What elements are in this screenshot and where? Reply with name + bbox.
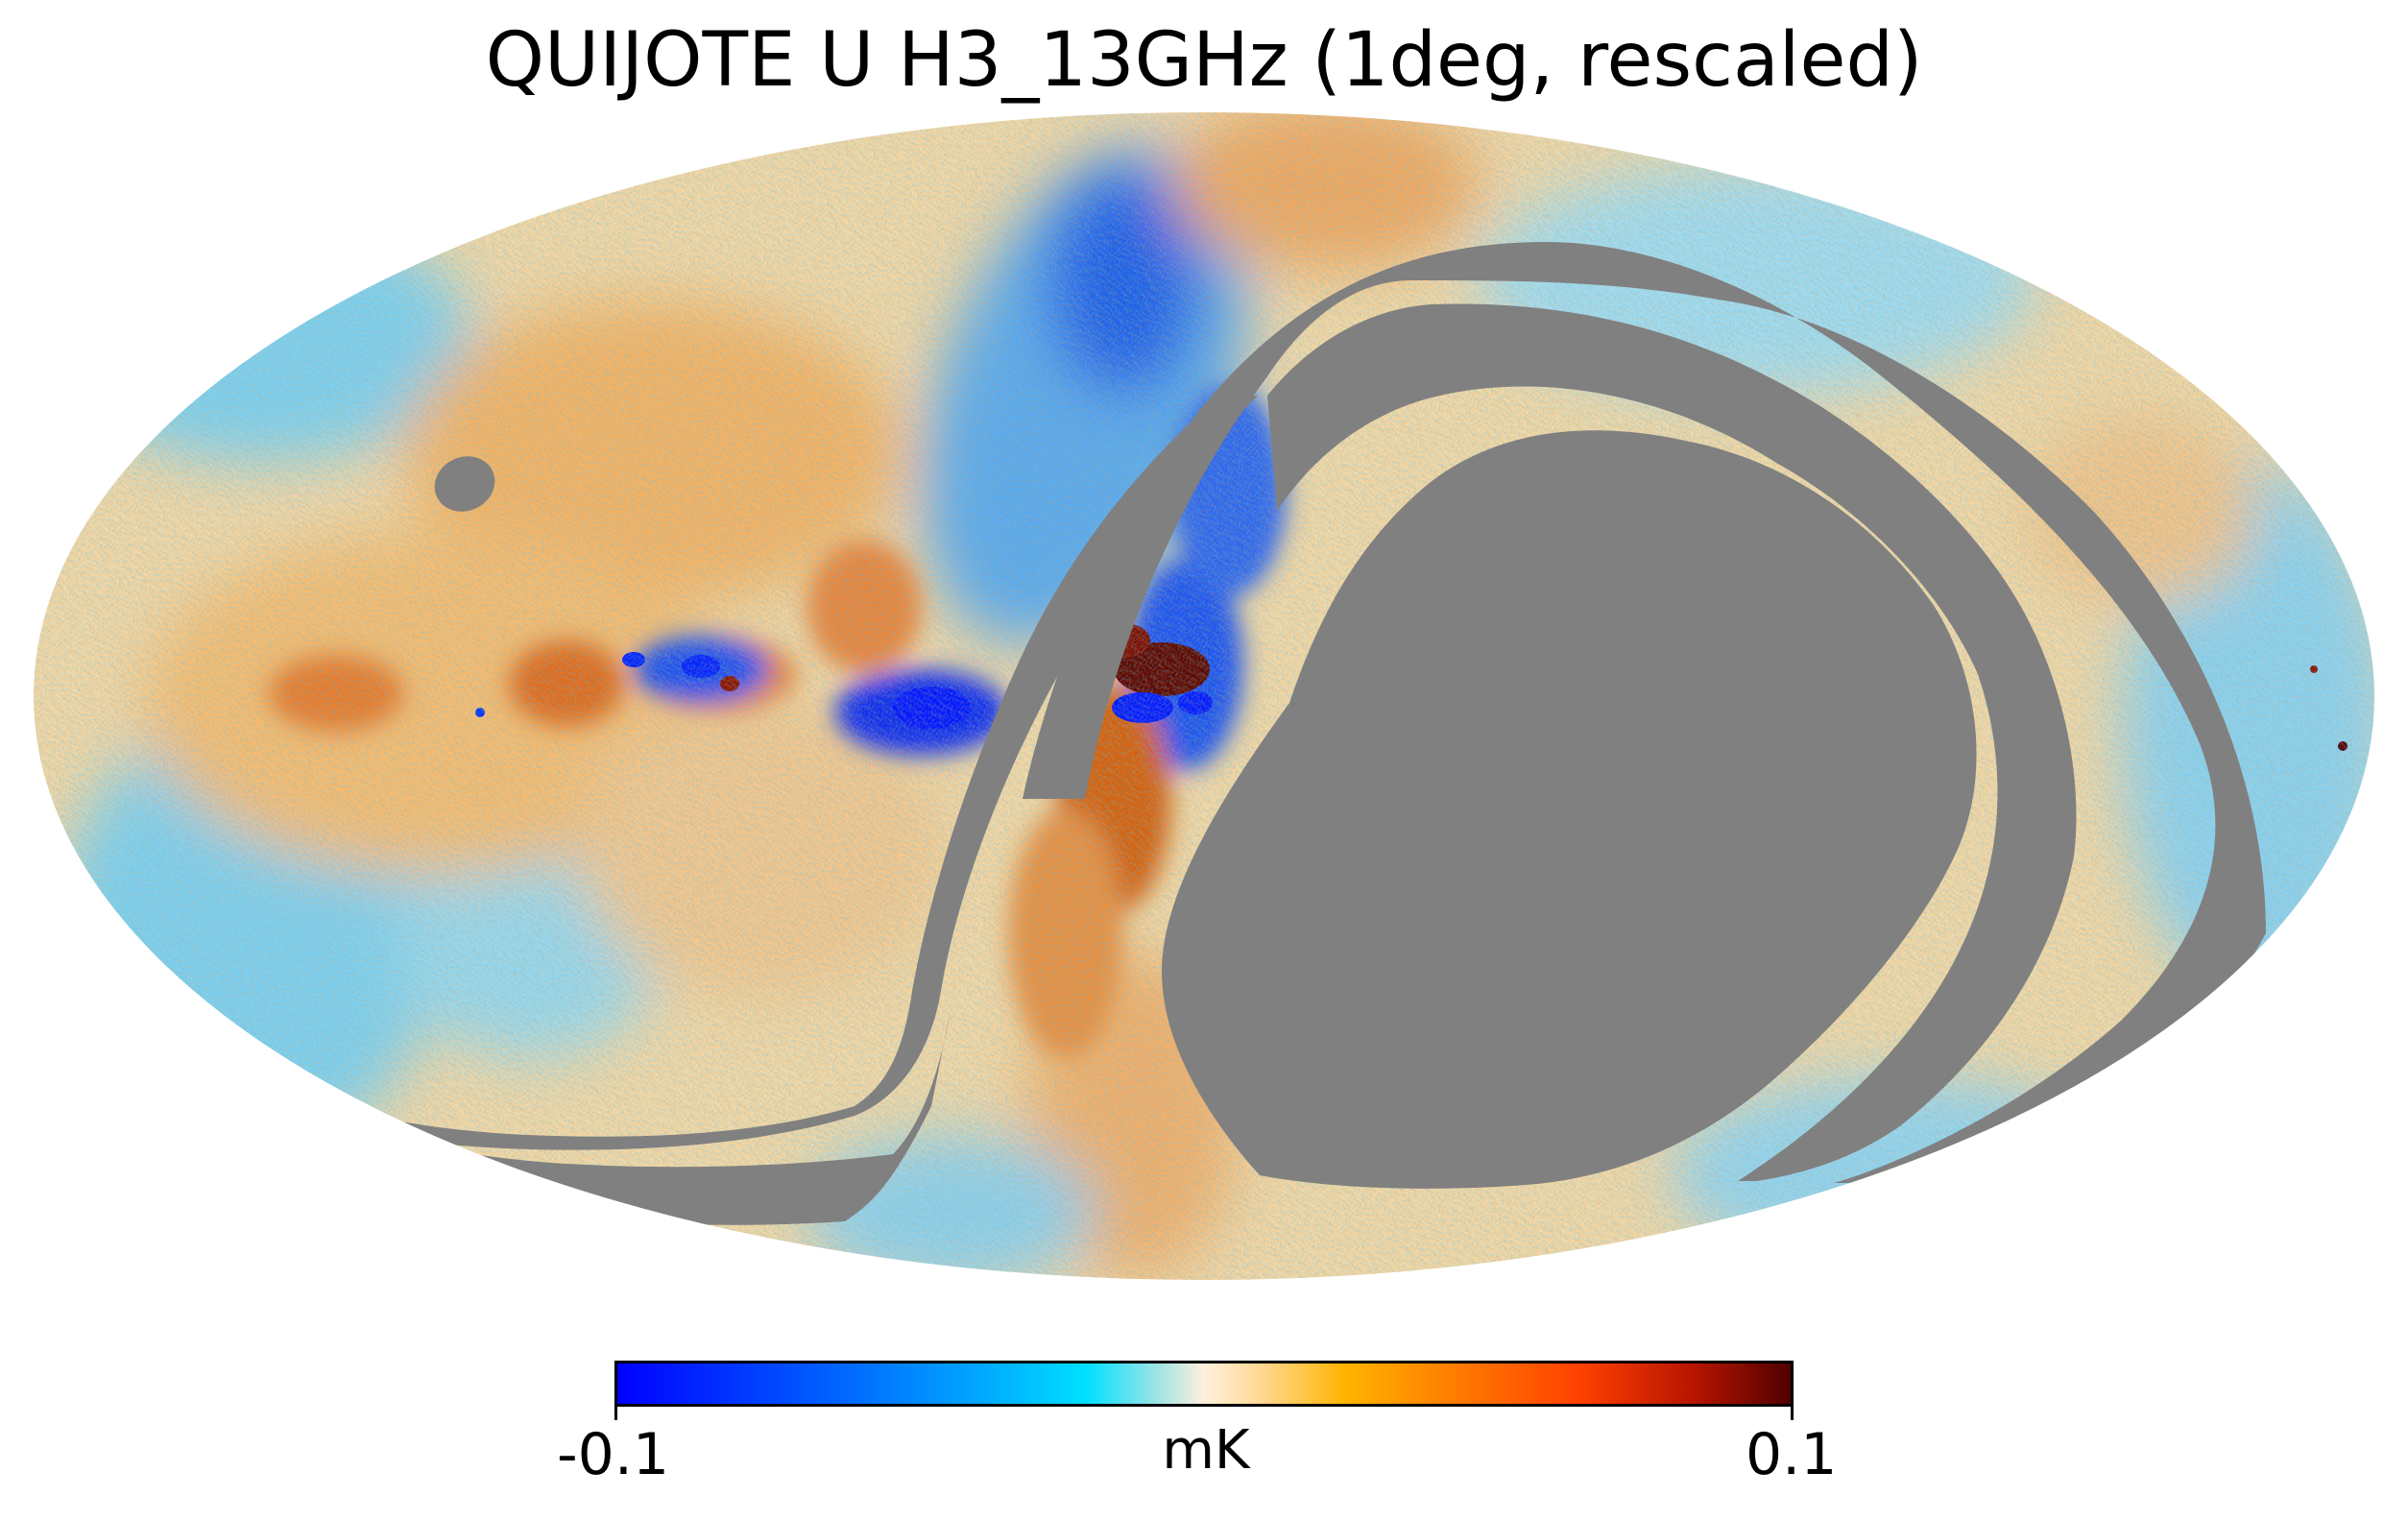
mask-ring — [1023, 242, 2266, 1183]
colorbar-tick-min — [614, 1407, 617, 1420]
mask-circle — [434, 456, 495, 512]
map-outline — [32, 110, 2376, 1282]
mask-large-region — [1162, 430, 1977, 1189]
colorbar-min-label: -0.1 — [557, 1421, 670, 1488]
colorbar — [614, 1361, 1794, 1407]
colorbar-max-label: 0.1 — [1746, 1421, 1838, 1488]
colorbar-tick-max — [1791, 1407, 1794, 1420]
sky-map — [32, 110, 2376, 1282]
mask-lower-band — [182, 396, 1258, 1150]
map-title: QUIJOTE U H3_13GHz (1deg, rescaled) — [485, 17, 1923, 104]
colorbar-unit-label: mK — [1162, 1419, 1250, 1482]
